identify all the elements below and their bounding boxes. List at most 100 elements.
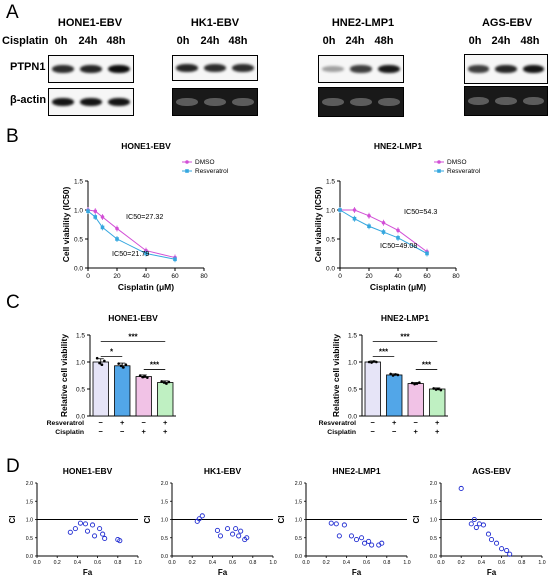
y-tick-label: 1.0 xyxy=(161,518,168,524)
panel-letter-a: A xyxy=(6,2,19,23)
replicate-point xyxy=(95,356,99,360)
condition-sign: − xyxy=(371,418,376,427)
cisplatin-row-label: Cisplatin xyxy=(2,35,49,47)
x-tick-label: 0.2 xyxy=(54,560,61,566)
ci-point xyxy=(366,538,372,544)
replicate-point xyxy=(394,373,397,376)
blot-band xyxy=(80,97,102,107)
y-tick-label: 2.0 xyxy=(430,481,437,487)
y-tick-label: 1.5 xyxy=(295,499,302,505)
replicate-point xyxy=(117,362,120,365)
data-point xyxy=(100,215,105,219)
ci-point xyxy=(348,533,355,539)
ci-point xyxy=(341,522,347,528)
x-tick-label: 20 xyxy=(365,273,373,280)
ci-point xyxy=(488,537,495,543)
legend-marker xyxy=(185,169,189,173)
data-point xyxy=(86,209,90,213)
y-axis-label: CI xyxy=(277,516,286,524)
replicate-point xyxy=(141,375,144,379)
ci-point xyxy=(84,528,91,534)
condition-row-label: Cisplatin xyxy=(55,429,84,436)
x-tick-label: 60 xyxy=(171,273,179,280)
bar xyxy=(364,361,381,417)
condition-sign: − xyxy=(414,418,419,427)
legend-label: DMSO xyxy=(195,159,215,166)
ci-point xyxy=(493,540,500,546)
y-tick-label: 0.5 xyxy=(74,237,83,244)
data-point xyxy=(425,251,429,256)
ci-point xyxy=(476,521,482,527)
replicate-point xyxy=(418,381,421,384)
y-axis-label: Cell viability (IC50) xyxy=(313,187,323,263)
x-axis-label: Cisplatin (μM) xyxy=(370,282,426,292)
blot-time-label: 48h xyxy=(228,35,248,47)
ci-point xyxy=(238,528,244,534)
data-point xyxy=(144,251,148,256)
replicate-point xyxy=(389,372,392,376)
data-point xyxy=(367,214,371,218)
y-tick-label: 0.5 xyxy=(76,387,85,394)
y-tick-label: 0.0 xyxy=(74,266,83,273)
y-tick-label: 1.0 xyxy=(74,208,83,215)
bar xyxy=(157,382,174,417)
blot-time-label: 24h xyxy=(491,35,511,47)
x-tick-label: 0.0 xyxy=(302,560,309,566)
replicate-point xyxy=(370,361,373,364)
condition-row-label: Resveratrol xyxy=(47,420,85,427)
x-tick-label: 0.6 xyxy=(94,560,101,566)
x-tick-label: 20 xyxy=(113,273,121,280)
blot-time-label: 0h xyxy=(468,35,482,47)
x-axis-label: Cisplatin (μM) xyxy=(118,282,174,292)
y-tick-label: 1.5 xyxy=(161,499,168,505)
y-tick-label: 1.5 xyxy=(430,499,437,505)
x-tick-label: 1.0 xyxy=(403,560,410,566)
x-tick-label: 80 xyxy=(452,273,460,280)
condition-row-label: Cisplatin xyxy=(327,429,356,436)
blot-band xyxy=(176,97,198,107)
legend-marker xyxy=(185,160,189,164)
x-tick-label: 1.0 xyxy=(134,560,141,566)
ci-point xyxy=(471,516,477,523)
ci-point xyxy=(358,535,365,541)
significance-label: *** xyxy=(128,332,138,341)
y-tick-label: 0.5 xyxy=(161,536,168,542)
y-axis-label: CI xyxy=(8,516,17,524)
y-tick-label: 0.0 xyxy=(430,554,437,560)
ci-point xyxy=(480,522,486,528)
ci-point xyxy=(244,535,250,541)
panel-letter-c: C xyxy=(6,292,20,313)
significance-label: *** xyxy=(150,361,160,370)
chart-title: HONE1-EBV xyxy=(108,313,158,323)
replicate-point xyxy=(146,376,149,379)
replicate-point xyxy=(391,374,395,377)
x-tick-label: 0.0 xyxy=(437,560,444,566)
legend-label: Resveratrol xyxy=(447,168,481,175)
ci-point xyxy=(504,547,510,554)
y-tick-label: 0.0 xyxy=(76,414,85,421)
ic50-annotation: IC50=54.3 xyxy=(404,207,437,216)
blot-band xyxy=(108,64,130,74)
y-tick-label: 1.5 xyxy=(348,333,357,340)
ci-point xyxy=(90,522,96,528)
bar xyxy=(92,361,109,417)
replicate-point xyxy=(162,381,166,384)
ptpn1-row-label: PTPN1 xyxy=(10,61,46,73)
x-tick-label: 0.0 xyxy=(168,560,175,566)
blot-band xyxy=(232,97,254,107)
blot-ptpn1 xyxy=(172,55,258,81)
x-tick-label: 0.8 xyxy=(383,560,390,566)
replicate-point xyxy=(375,360,378,364)
blot-band xyxy=(322,97,344,107)
x-tick-label: 0.8 xyxy=(518,560,525,566)
y-tick-label: 0.0 xyxy=(161,554,168,560)
ci-point xyxy=(72,526,78,532)
blot-band xyxy=(52,97,74,107)
series-line-0 xyxy=(340,209,428,253)
blot-band xyxy=(80,64,102,74)
data-point xyxy=(100,225,105,230)
blot-time-label: 0h xyxy=(322,35,336,47)
legend-marker xyxy=(437,160,441,164)
condition-sign: + xyxy=(392,418,397,427)
y-tick-label: 0.0 xyxy=(295,554,302,560)
